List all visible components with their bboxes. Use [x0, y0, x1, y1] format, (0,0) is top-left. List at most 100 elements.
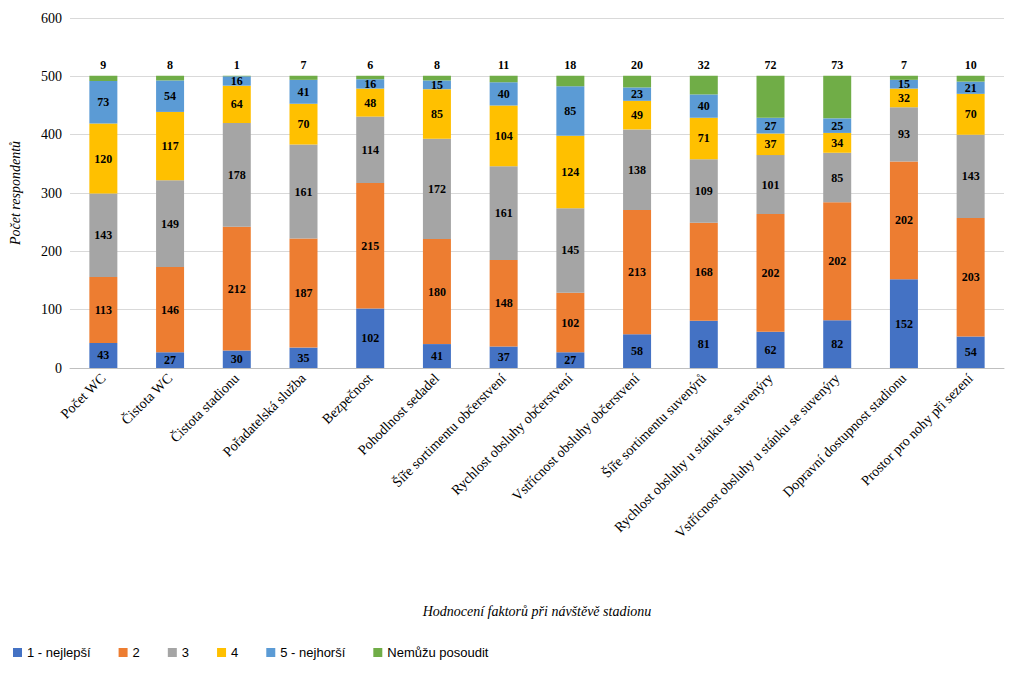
svg-text:149: 149 [161, 217, 179, 231]
svg-text:124: 124 [561, 165, 579, 179]
svg-text:1 - nejlepší: 1 - nejlepší [27, 645, 91, 660]
svg-text:37: 37 [498, 350, 510, 364]
svg-text:400: 400 [41, 127, 62, 142]
svg-text:16: 16 [231, 74, 243, 88]
svg-text:37: 37 [765, 137, 777, 151]
svg-text:202: 202 [895, 213, 913, 227]
svg-text:Pořadatelská služba: Pořadatelská služba [220, 370, 309, 459]
svg-text:203: 203 [962, 270, 980, 284]
svg-text:64: 64 [231, 97, 243, 111]
svg-text:109: 109 [695, 184, 713, 198]
svg-text:2: 2 [133, 645, 140, 660]
svg-text:48: 48 [364, 96, 376, 110]
svg-text:161: 161 [295, 185, 313, 199]
svg-text:Nemůžu posoudit: Nemůžu posoudit [387, 645, 489, 660]
svg-text:54: 54 [965, 345, 977, 359]
svg-text:100: 100 [41, 302, 62, 317]
svg-text:10: 10 [965, 58, 977, 72]
svg-text:27: 27 [164, 353, 176, 367]
svg-text:168: 168 [695, 265, 713, 279]
svg-text:7: 7 [301, 58, 307, 72]
svg-text:30: 30 [231, 352, 243, 366]
svg-text:27: 27 [765, 119, 777, 133]
svg-text:101: 101 [762, 178, 780, 192]
svg-text:21: 21 [965, 81, 977, 95]
svg-text:102: 102 [561, 316, 579, 330]
svg-text:180: 180 [428, 285, 446, 299]
svg-text:40: 40 [698, 99, 710, 113]
svg-text:Šíře sortimentu občerstvení: Šíře sortimentu občerstvení [389, 370, 509, 490]
svg-text:300: 300 [41, 186, 62, 201]
svg-text:145: 145 [561, 243, 579, 257]
svg-text:215: 215 [361, 239, 379, 253]
svg-text:Prostor pro nohy při sezení: Prostor pro nohy při sezení [858, 371, 976, 489]
svg-text:Čistota stadionu: Čistota stadionu [167, 370, 242, 445]
svg-text:Hodnocení faktorů při návštěvě: Hodnocení faktorů při návštěvě stadionu [422, 604, 652, 619]
svg-text:23: 23 [631, 87, 643, 101]
svg-text:4: 4 [231, 645, 238, 660]
svg-text:Počet respondentů: Počet respondentů [8, 141, 23, 246]
svg-text:35: 35 [298, 351, 310, 365]
svg-text:20: 20 [631, 58, 643, 72]
svg-text:Vstřícnost obsluhy občerstvení: Vstřícnost obsluhy občerstvení [509, 371, 642, 504]
svg-text:71: 71 [698, 131, 710, 145]
svg-text:72: 72 [765, 58, 777, 72]
svg-text:Počet WC: Počet WC [58, 371, 109, 422]
svg-text:148: 148 [495, 296, 513, 310]
svg-text:Dopravní dostupnost stadionu: Dopravní dostupnost stadionu [780, 371, 909, 500]
svg-text:143: 143 [94, 228, 112, 242]
svg-text:152: 152 [895, 317, 913, 331]
svg-text:73: 73 [831, 58, 843, 72]
svg-text:34: 34 [831, 136, 843, 150]
svg-text:82: 82 [831, 337, 843, 351]
svg-text:Čistota WC: Čistota WC [118, 370, 176, 428]
svg-text:120: 120 [94, 152, 112, 166]
svg-text:104: 104 [495, 129, 513, 143]
svg-text:161: 161 [495, 206, 513, 220]
svg-text:600: 600 [41, 11, 62, 26]
svg-text:146: 146 [161, 303, 179, 317]
svg-text:202: 202 [762, 266, 780, 280]
svg-text:25: 25 [831, 119, 843, 133]
svg-text:15: 15 [431, 78, 443, 92]
svg-text:143: 143 [962, 169, 980, 183]
svg-text:213: 213 [628, 265, 646, 279]
svg-text:32: 32 [898, 91, 910, 105]
svg-text:81: 81 [698, 337, 710, 351]
svg-text:49: 49 [631, 108, 643, 122]
svg-text:27: 27 [564, 353, 576, 367]
svg-text:58: 58 [631, 344, 643, 358]
svg-text:54: 54 [164, 89, 176, 103]
svg-text:178: 178 [228, 168, 246, 182]
svg-text:Rychlost obsluhy občerstvení: Rychlost obsluhy občerstvení [448, 371, 575, 498]
svg-text:202: 202 [828, 254, 846, 268]
svg-text:138: 138 [628, 163, 646, 177]
svg-text:6: 6 [367, 58, 373, 72]
svg-text:7: 7 [901, 58, 907, 72]
svg-text:9: 9 [100, 58, 106, 72]
svg-text:41: 41 [298, 85, 310, 99]
svg-text:15: 15 [898, 77, 910, 91]
svg-text:187: 187 [295, 286, 313, 300]
svg-text:85: 85 [431, 107, 443, 121]
svg-text:500: 500 [41, 69, 62, 84]
svg-text:0: 0 [55, 361, 62, 376]
svg-text:73: 73 [97, 95, 109, 109]
svg-text:62: 62 [765, 343, 777, 357]
svg-text:11: 11 [498, 58, 509, 72]
svg-text:32: 32 [698, 58, 710, 72]
svg-text:102: 102 [361, 331, 379, 345]
svg-text:41: 41 [431, 349, 443, 363]
svg-text:43: 43 [97, 348, 109, 362]
svg-text:3: 3 [182, 645, 189, 660]
svg-text:117: 117 [161, 139, 178, 153]
svg-text:200: 200 [41, 244, 62, 259]
svg-text:5 - nejhorší: 5 - nejhorší [280, 645, 345, 660]
svg-text:1: 1 [234, 58, 240, 72]
svg-text:93: 93 [898, 127, 910, 141]
svg-text:40: 40 [498, 87, 510, 101]
svg-text:114: 114 [362, 143, 379, 157]
svg-text:8: 8 [167, 58, 173, 72]
svg-text:212: 212 [228, 282, 246, 296]
svg-text:70: 70 [298, 117, 310, 131]
